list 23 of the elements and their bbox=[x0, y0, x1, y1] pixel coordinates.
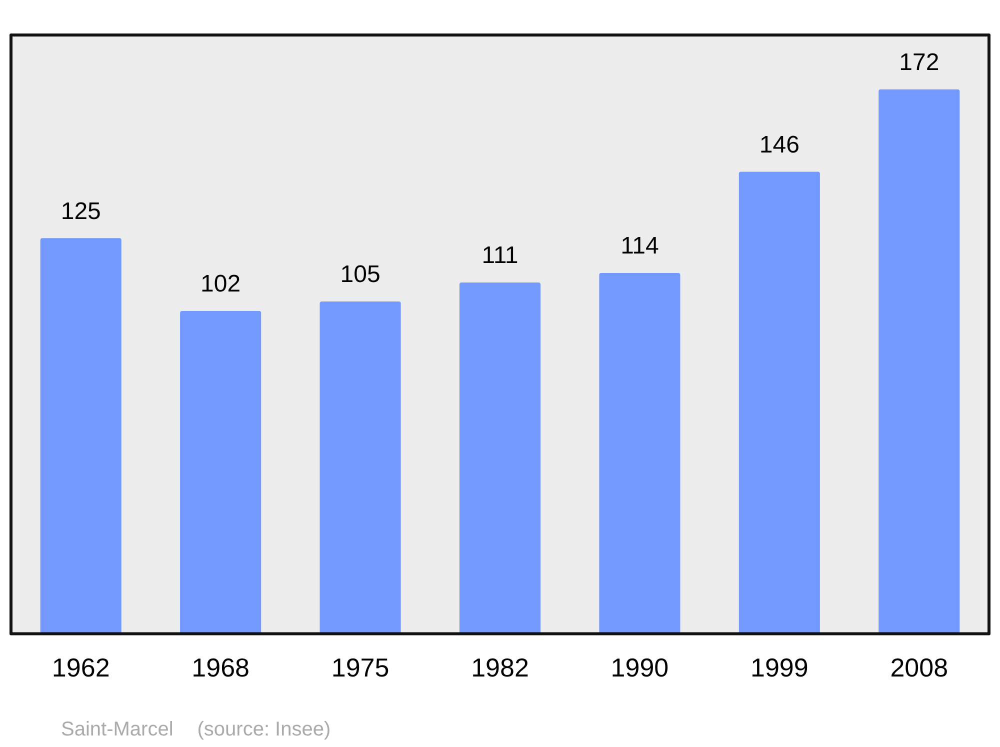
bar bbox=[459, 282, 541, 634]
x-tick-label: 2008 bbox=[890, 652, 948, 683]
x-tick-label: 1982 bbox=[471, 652, 529, 683]
data-label: 102 bbox=[200, 270, 241, 298]
data-label: 146 bbox=[759, 131, 800, 158]
bar bbox=[40, 238, 122, 634]
x-tick-label: 1990 bbox=[610, 652, 669, 683]
x-tick-label: 1999 bbox=[750, 652, 808, 683]
bar bbox=[599, 273, 680, 634]
text: Saint-Marcel bbox=[61, 718, 174, 741]
x-tick-label: 1962 bbox=[52, 652, 110, 683]
bar bbox=[878, 89, 960, 634]
data-label: 172 bbox=[899, 49, 940, 76]
x-tick-label: 1968 bbox=[192, 652, 250, 683]
text: (source: Insee) bbox=[197, 718, 331, 741]
bar bbox=[180, 310, 262, 634]
data-label: 114 bbox=[620, 232, 659, 260]
data-label: 105 bbox=[340, 261, 380, 288]
data-label: 111 bbox=[482, 242, 518, 270]
bar bbox=[320, 301, 401, 634]
x-tick-label: 1975 bbox=[331, 652, 390, 683]
bar bbox=[738, 172, 820, 634]
data-label: 125 bbox=[60, 198, 101, 225]
